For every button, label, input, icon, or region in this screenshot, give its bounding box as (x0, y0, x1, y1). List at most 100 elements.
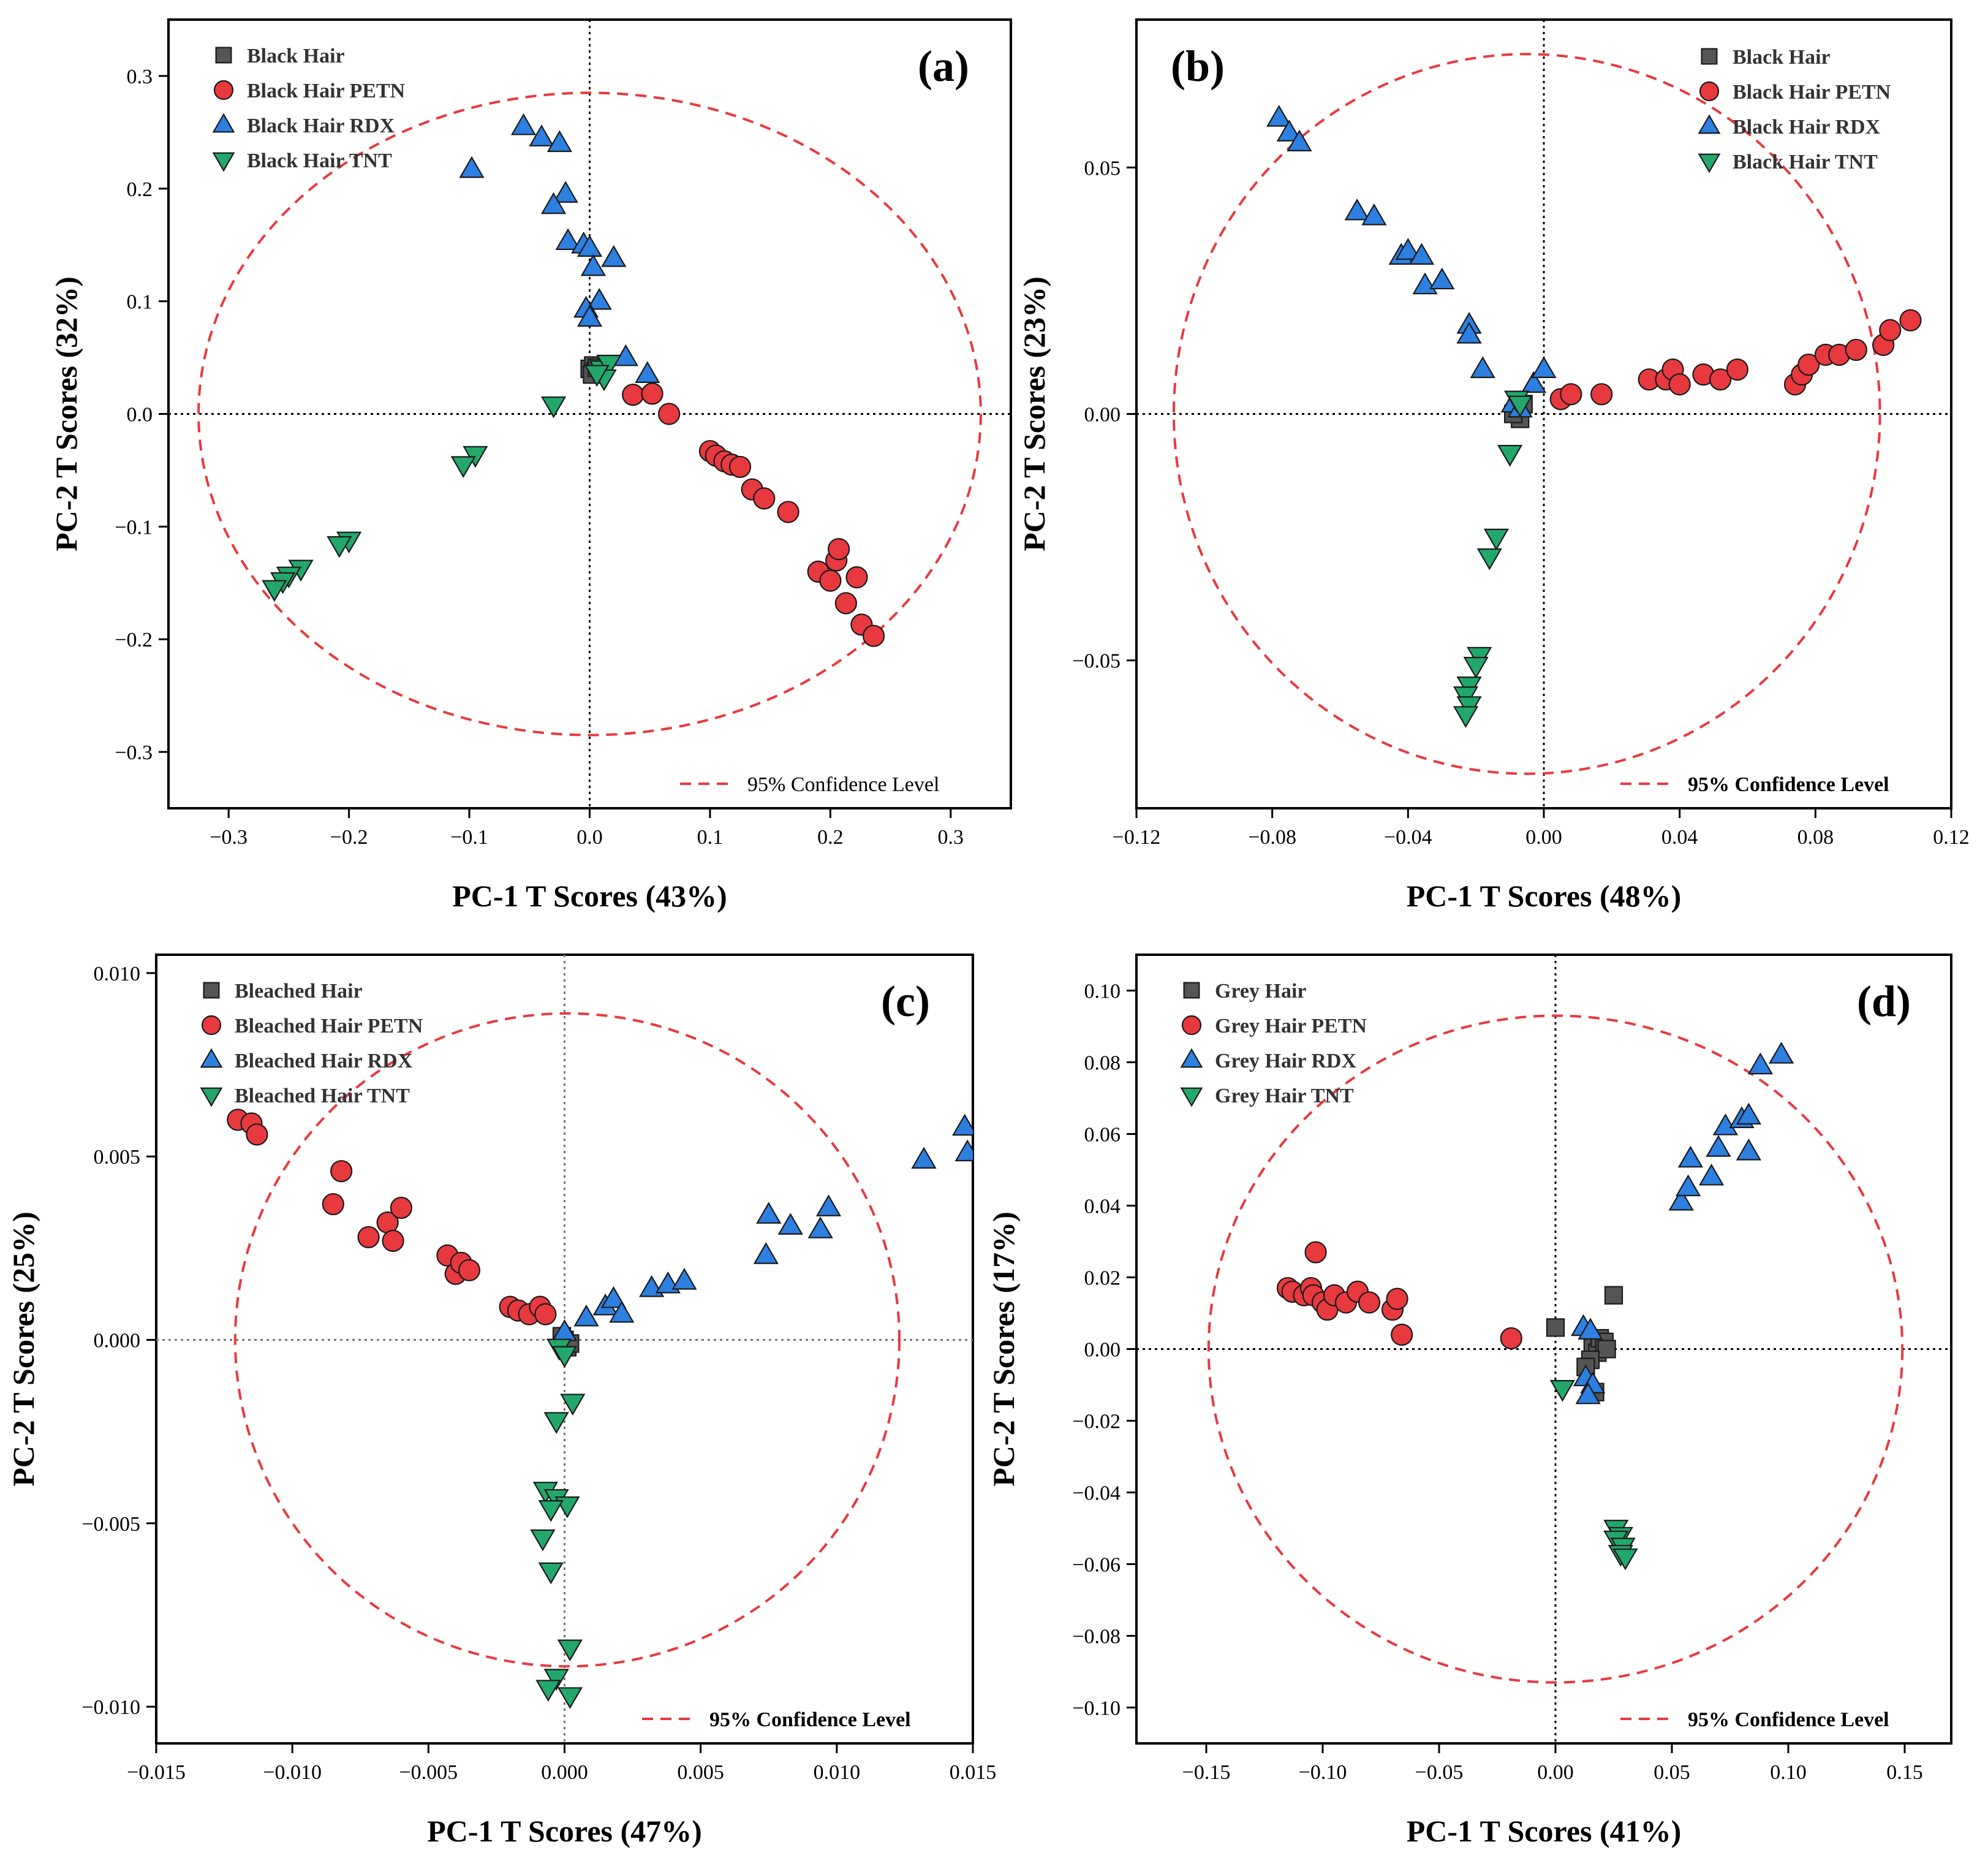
x-tick-label: −0.010 (263, 1761, 322, 1784)
y-tick-label: 0.00 (1084, 1339, 1121, 1362)
y-tick-label: 0.06 (1084, 1124, 1121, 1147)
data-point-rdx (753, 1242, 779, 1264)
x-tick-label: −0.08 (1248, 826, 1296, 849)
data-point-rdx (1768, 1042, 1794, 1064)
confidence-legend-label: 95% Confidence Level (1688, 773, 1889, 796)
y-tick-label: 0.3 (127, 66, 153, 88)
legend: Bleached Hair Bleached Hair PETN Bleached … (200, 980, 423, 1107)
data-point-rdx (756, 1202, 782, 1224)
data-point-petn (330, 1160, 353, 1183)
legend-marker-tnt (1180, 1087, 1203, 1107)
data-point-rdx (540, 192, 567, 214)
confidence-ellipse (197, 91, 982, 737)
legend-label: Black Hair PETN (247, 80, 406, 102)
y-tick-label: 0.0 (127, 404, 153, 426)
data-point-rdx (1344, 198, 1370, 221)
chart-panel: −0.3 −0.2 −0.1 0.0 0.1 0.2 0.3 −0.3 −0.2 −0.1 0.0 0… (49, 18, 1012, 913)
y-axis-label: PC-2 T Scores (32%) (49, 276, 83, 552)
x-tick-label: 0.000 (541, 1761, 588, 1784)
legend-marker-petn (213, 80, 234, 100)
legend-marker-petn (201, 1015, 222, 1036)
x-tick-label: 0.1 (697, 826, 724, 849)
data-point-rdx (1531, 356, 1557, 378)
y-axis-label: PC-2 T Scores (23%) (1017, 276, 1051, 552)
panel-label: (c) (881, 977, 930, 1026)
data-point-rdx (1456, 322, 1482, 344)
data-point-petn (1391, 1324, 1413, 1346)
data-point-rdx (600, 1286, 627, 1308)
legend-marker-rdx (1180, 1048, 1203, 1068)
legend: Grey Hair Grey Hair PETN Grey Hair RDX Grey… (1180, 980, 1367, 1107)
confidence-ellipse (1207, 1014, 1904, 1684)
data-point-control (1597, 1340, 1616, 1359)
x-tick-label: −0.1 (450, 826, 488, 849)
data-point-rdx (954, 1139, 973, 1162)
data-point-rdx (1429, 267, 1455, 290)
data-point-petn (1386, 1287, 1408, 1310)
legend-label: Black Hair (247, 45, 345, 67)
data-point-petn (658, 403, 681, 425)
y-tick-label: −0.02 (1072, 1411, 1121, 1433)
legend-marker-control (215, 47, 232, 64)
data-point-petn (1845, 338, 1867, 362)
y-axis-label: PC-2 T Scores (25%) (6, 1211, 40, 1487)
legend-label: Grey Hair RDX (1215, 1050, 1356, 1072)
y-tick-label: 0.05 (1084, 157, 1121, 180)
data-point-petn (534, 1303, 557, 1325)
y-tick-label: 0.08 (1084, 1052, 1121, 1075)
y-tick-label: 0.02 (1084, 1267, 1121, 1290)
data-point-rdx (555, 228, 581, 251)
data-point-rdx (1395, 238, 1421, 260)
legend-label: Grey Hair TNT (1215, 1085, 1354, 1107)
data-point-tnt (1483, 528, 1510, 551)
data-point-petn (390, 1196, 413, 1219)
data-point-petn (862, 624, 885, 647)
data-point-tnt (551, 1346, 578, 1368)
data-point-petn (458, 1259, 481, 1281)
data-point-petn (728, 455, 752, 479)
y-tick-label: −0.3 (115, 741, 153, 764)
data-point-rdx (1698, 1163, 1725, 1186)
data-point-rdx (1736, 1139, 1762, 1161)
data-point-petn (828, 538, 850, 561)
x-tick-label: −0.005 (399, 1761, 458, 1784)
data-point-rdx (580, 254, 607, 276)
y-tick-label: −0.2 (115, 629, 153, 651)
data-point-tnt (1612, 1548, 1638, 1571)
y-tick-label: 0.000 (94, 1330, 141, 1352)
data-point-control (1604, 1286, 1623, 1305)
data-point-rdx (807, 1216, 833, 1238)
x-axis-label: PC-1 T Scores (41%) (1407, 1814, 1682, 1848)
data-point-petn (819, 569, 842, 592)
data-point-rdx (546, 130, 573, 153)
x-tick-label: −0.10 (1299, 1761, 1347, 1784)
legend-label: Bleached Hair RDX (235, 1050, 413, 1072)
data-point-petn (1668, 373, 1691, 396)
data-point-rdx (510, 113, 537, 135)
data-point-petn (834, 592, 857, 615)
x-axis-label: PC-1 T Scores (48%) (1407, 879, 1682, 913)
y-axis-label: PC-2 T Scores (17%) (986, 1211, 1021, 1487)
y-tick-label: 0.005 (94, 1146, 141, 1169)
x-tick-label: 0.015 (950, 1761, 997, 1784)
data-point-petn (1797, 353, 1820, 376)
data-point-rdx (1675, 1174, 1701, 1197)
x-tick-label: −0.3 (210, 826, 248, 849)
legend-marker-petn (1699, 81, 1720, 102)
data-point-rdx (1578, 1317, 1603, 1340)
data-point-tnt (1476, 548, 1502, 571)
legend-label: Black Hair TNT (1733, 151, 1878, 173)
data-point-tnt (540, 396, 567, 419)
data-point-tnt (543, 1412, 569, 1434)
confidence-ellipse (233, 1012, 901, 1668)
data-point-rdx (1575, 1382, 1601, 1405)
y-tick-label: 0.2 (127, 178, 153, 201)
legend-label: Grey Hair (1215, 980, 1307, 1003)
legend-marker-control (1183, 982, 1200, 999)
data-point-petn (1709, 368, 1732, 391)
x-tick-label: 0.010 (814, 1761, 861, 1784)
y-tick-label: −0.10 (1072, 1697, 1121, 1720)
x-tick-label: −0.05 (1415, 1761, 1464, 1784)
data-point-tnt (1453, 706, 1479, 728)
